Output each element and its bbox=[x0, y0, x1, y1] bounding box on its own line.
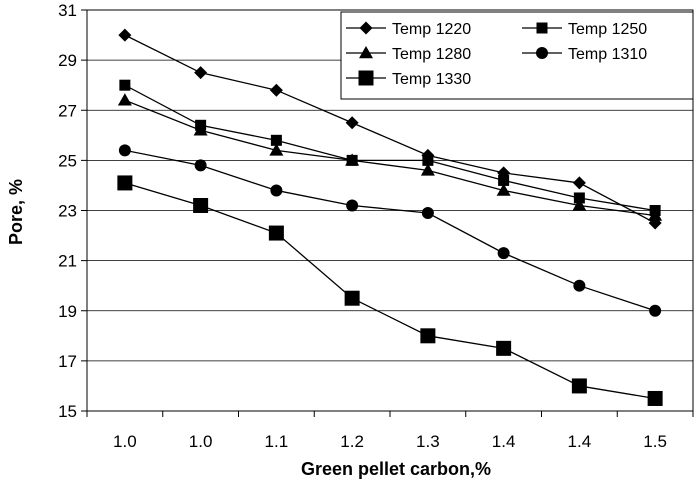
data-point bbox=[571, 378, 587, 394]
legend-label: Temp 1220 bbox=[392, 21, 471, 38]
data-point bbox=[344, 290, 360, 306]
data-point bbox=[118, 28, 132, 42]
data-point bbox=[270, 134, 282, 146]
data-point bbox=[269, 83, 283, 97]
legend-item: Temp 1330 bbox=[346, 70, 471, 88]
data-point bbox=[497, 247, 510, 260]
legend-label: Temp 1310 bbox=[568, 46, 647, 63]
data-point bbox=[346, 199, 359, 212]
data-point bbox=[119, 79, 131, 91]
data-point bbox=[496, 183, 511, 196]
x-tick-label: 1.3 bbox=[416, 432, 440, 451]
data-point bbox=[648, 208, 663, 221]
data-point bbox=[117, 93, 132, 106]
data-point bbox=[647, 390, 663, 406]
series-line bbox=[124, 99, 656, 217]
legend-box bbox=[340, 11, 694, 100]
data-point bbox=[269, 143, 284, 156]
data-point bbox=[421, 207, 434, 220]
data-point bbox=[496, 340, 512, 356]
data-point bbox=[194, 159, 207, 172]
x-axis-label: Green pellet carbon,% bbox=[301, 459, 491, 479]
series-line bbox=[124, 182, 656, 400]
data-point bbox=[573, 192, 585, 204]
data-point bbox=[117, 175, 133, 191]
y-tick-label: 27 bbox=[58, 101, 77, 120]
y-tick-label: 31 bbox=[58, 1, 77, 20]
y-tick-label: 25 bbox=[58, 151, 77, 170]
y-axis-label: Pore, % bbox=[6, 179, 26, 245]
y-axis-ticks: 15 17 19 21 23 25 27 29 31 bbox=[58, 1, 87, 421]
x-tick-label: 1.4 bbox=[568, 432, 592, 451]
series-group bbox=[117, 28, 663, 406]
series-4 bbox=[118, 144, 662, 317]
y-tick-label: 21 bbox=[58, 252, 77, 271]
data-point bbox=[345, 116, 359, 130]
y-tick-label: 17 bbox=[58, 352, 77, 371]
legend-item: Temp 1250 bbox=[522, 21, 647, 38]
gridlines bbox=[87, 59, 693, 362]
data-point bbox=[573, 279, 586, 292]
legend-marker bbox=[358, 70, 374, 86]
legend-label: Temp 1330 bbox=[392, 71, 471, 88]
series-line bbox=[124, 149, 656, 312]
x-tick-label: 1.0 bbox=[113, 432, 137, 451]
x-axis-ticks: 1.0 1.0 1.1 1.2 1.3 1.4 1.4 1.5 bbox=[86, 411, 694, 451]
data-point bbox=[270, 184, 283, 197]
data-point bbox=[193, 197, 209, 213]
data-point bbox=[498, 174, 510, 186]
data-point bbox=[345, 153, 360, 166]
legend-item: Temp 1310 bbox=[522, 46, 647, 63]
data-point bbox=[649, 304, 662, 317]
legend-marker bbox=[536, 22, 548, 34]
series-1 bbox=[118, 28, 662, 230]
data-point bbox=[194, 66, 208, 80]
legend-marker bbox=[359, 21, 373, 35]
legend-item: Temp 1220 bbox=[346, 21, 471, 38]
series-line bbox=[124, 34, 656, 224]
x-tick-label: 1.2 bbox=[340, 432, 364, 451]
x-tick-label: 1.4 bbox=[492, 432, 516, 451]
data-point bbox=[572, 176, 586, 190]
data-point bbox=[420, 328, 436, 344]
y-tick-label: 23 bbox=[58, 202, 77, 221]
legend: Temp 1220 Temp 1250 Temp 1280 Temp 1310 Temp… bbox=[340, 11, 694, 100]
y-tick-label: 29 bbox=[58, 51, 77, 70]
data-point bbox=[572, 198, 587, 211]
legend-item: Temp 1280 bbox=[346, 46, 471, 63]
series-line bbox=[124, 84, 656, 212]
data-point bbox=[193, 123, 208, 136]
data-point bbox=[420, 163, 435, 176]
series-2 bbox=[119, 79, 661, 216]
legend-marker bbox=[536, 47, 548, 59]
data-point bbox=[268, 225, 284, 241]
data-point bbox=[118, 144, 131, 157]
x-tick-label: 1.5 bbox=[643, 432, 667, 451]
series-5 bbox=[117, 175, 663, 406]
y-tick-label: 19 bbox=[58, 302, 77, 321]
series-3 bbox=[117, 93, 663, 221]
y-tick-label: 15 bbox=[58, 402, 77, 421]
legend-label: Temp 1250 bbox=[568, 21, 647, 38]
x-tick-label: 1.1 bbox=[265, 432, 289, 451]
x-tick-label: 1.0 bbox=[189, 432, 213, 451]
legend-marker bbox=[359, 46, 373, 59]
data-point bbox=[422, 154, 434, 166]
legend-label: Temp 1280 bbox=[392, 46, 471, 63]
